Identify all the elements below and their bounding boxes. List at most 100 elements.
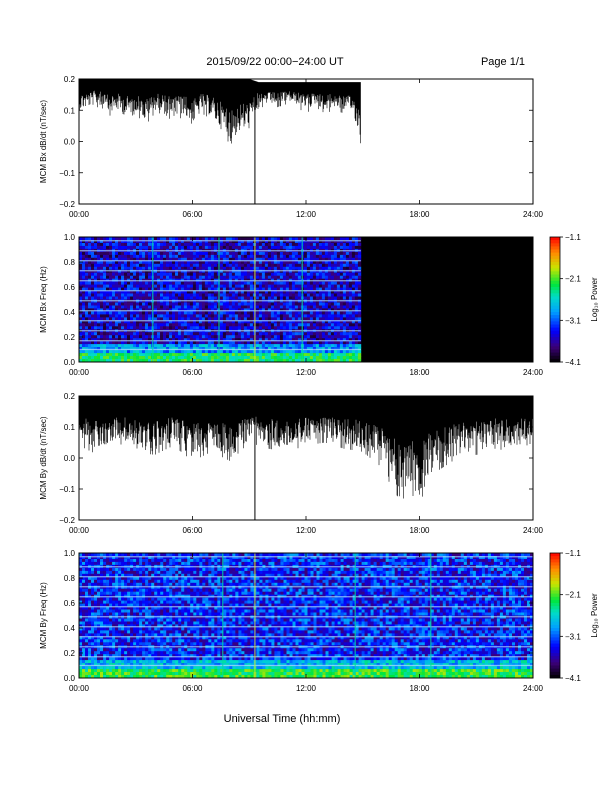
spectrogram-cell	[183, 237, 188, 241]
spectrogram-cell	[321, 266, 326, 271]
spectrogram-cell	[457, 561, 462, 566]
spectrogram-cell	[291, 359, 296, 363]
spectrogram-cell	[481, 556, 486, 560]
spectrogram-cell	[309, 260, 314, 265]
spectrogram-cell	[255, 284, 260, 288]
spectrogram-cell	[88, 240, 92, 244]
spectrogram-cell	[322, 559, 326, 563]
spectrogram-cell	[157, 287, 161, 291]
spectrogram-cell	[112, 284, 116, 288]
spectrogram-cell	[333, 347, 338, 351]
spectrogram-cell	[190, 559, 194, 563]
spectrogram-cell	[342, 240, 347, 244]
spectrogram-cell	[270, 257, 275, 262]
spectrogram-cell	[351, 347, 356, 351]
spectrogram-heatmap	[79, 553, 534, 679]
spectrogram-cell	[127, 344, 131, 348]
spectrogram-cell	[351, 281, 356, 285]
spectrogram-cell	[297, 284, 302, 288]
spectrogram-cell	[228, 314, 233, 318]
spectrogram-cell	[130, 254, 134, 259]
spectrogram-cell	[210, 263, 215, 268]
spectrogram-cell	[267, 347, 272, 351]
spectrogram-cell	[273, 335, 278, 339]
spectrogram-cell	[201, 356, 206, 360]
spectrogram-cell	[306, 243, 311, 247]
spectrogram-cell	[103, 254, 107, 259]
spectrogram-cell	[354, 281, 359, 285]
spectrogram-cell	[109, 284, 113, 288]
spectrogram-cell	[178, 323, 182, 327]
spectrogram-cell	[118, 308, 122, 312]
spectrogram-cell	[406, 561, 410, 566]
spectrogram-cell	[439, 553, 444, 557]
spectrogram-cell	[267, 311, 272, 315]
spectrogram-cell	[354, 251, 359, 256]
spectrogram-cell	[172, 296, 176, 300]
spectrogram-cell	[234, 302, 239, 306]
spectrogram-cell	[133, 338, 137, 342]
spectrogram-cell	[139, 553, 143, 557]
spectrogram-cell	[247, 553, 251, 557]
spectrogram-cell	[267, 344, 272, 348]
spectrogram-cell	[276, 308, 281, 312]
spectrogram-cell	[222, 266, 227, 271]
spectrogram-cell	[237, 359, 242, 363]
spectrogram-cell	[160, 290, 164, 294]
spectrogram-cell	[348, 272, 353, 276]
spectrogram-cell	[112, 556, 116, 560]
spectrogram-cell	[118, 257, 122, 262]
spectrogram-cell	[397, 556, 401, 560]
spectrogram-cell	[319, 567, 323, 572]
spectrogram-cell	[130, 332, 134, 336]
spectrogram-cell	[127, 553, 131, 557]
spectrogram-cell	[127, 314, 131, 318]
spectrogram-cell	[370, 559, 374, 563]
spectrogram-cell	[231, 359, 236, 363]
spectrogram-cell	[219, 350, 224, 354]
spectrogram-cell	[237, 314, 242, 318]
spectrogram-cell	[261, 245, 266, 250]
spectrogram-cell	[324, 305, 329, 309]
spectrogram-cell	[348, 341, 353, 345]
spectrogram-cell	[279, 266, 284, 271]
spectrogram-cell	[307, 559, 311, 563]
spectrogram-cell	[397, 561, 401, 566]
x-tick-label: 24:00	[523, 368, 544, 377]
spectrogram-cell	[205, 553, 209, 557]
spectrogram-cell	[207, 287, 212, 291]
spectrogram-cell	[460, 559, 465, 563]
spectrogram-cell	[88, 266, 92, 271]
spectrogram-cell	[351, 287, 356, 291]
spectrogram-cell	[175, 302, 179, 306]
spectrogram-cell	[309, 245, 314, 250]
spectrogram-cell	[288, 284, 293, 288]
spectrogram-cell	[121, 553, 125, 557]
spectrogram-cell	[264, 335, 269, 339]
spectrogram-cell	[357, 317, 362, 321]
spectrogram-cell	[192, 254, 197, 259]
spectrogram-cell	[228, 245, 233, 250]
spectrogram-cell	[189, 293, 194, 297]
spectrogram-cell	[267, 254, 272, 259]
spectrogram-cell	[186, 344, 191, 348]
spectrogram-cell	[79, 254, 83, 259]
spectrogram-cell	[192, 243, 197, 247]
spectrogram-cell	[210, 335, 215, 339]
spectrogram-cell	[505, 559, 510, 563]
spectrogram-cell	[186, 323, 191, 327]
spectrogram-cell	[222, 335, 227, 339]
spectrogram-cell	[180, 272, 185, 276]
spectrogram-cell	[183, 308, 188, 312]
spectrogram-cell	[154, 561, 158, 566]
spectrogram-cell	[521, 553, 525, 557]
spectrogram-cell	[85, 311, 89, 315]
spectrogram-cell	[85, 281, 89, 285]
spectrogram-cell	[249, 245, 254, 250]
spectrogram-cell	[264, 272, 269, 276]
spectrogram-cell	[527, 559, 531, 563]
spectrogram-cell	[336, 338, 341, 342]
spectrogram-cell	[118, 305, 122, 309]
spectrogram-cell	[249, 350, 254, 354]
spectrogram-cell	[288, 305, 293, 309]
